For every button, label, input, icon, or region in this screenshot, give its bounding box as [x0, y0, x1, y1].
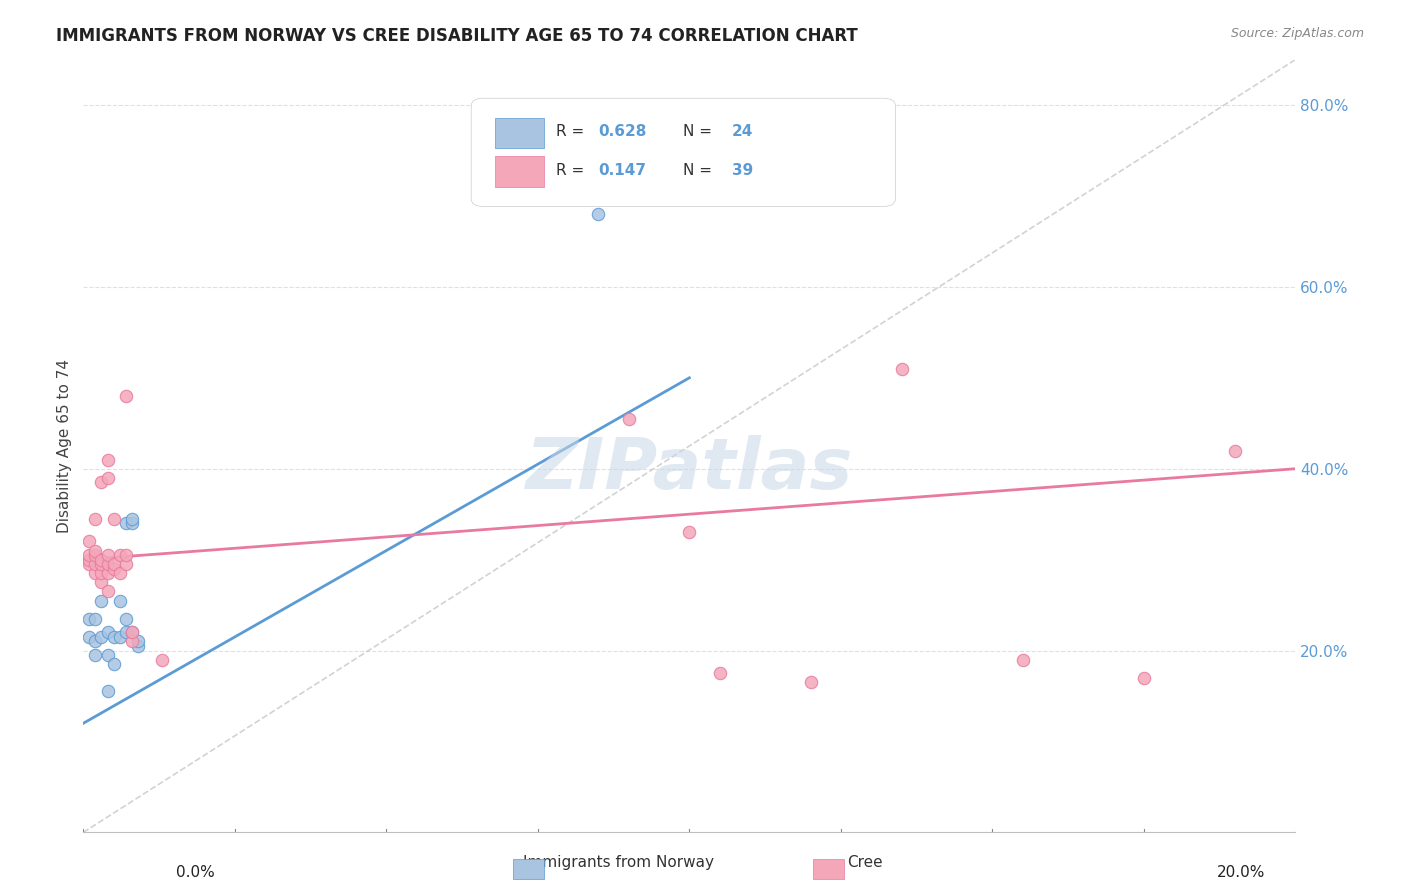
Text: 0.147: 0.147	[599, 162, 647, 178]
FancyBboxPatch shape	[495, 118, 544, 148]
Point	[96, 648, 118, 662]
Y-axis label: Disability Age 65 to 74: Disability Age 65 to 74	[58, 359, 72, 533]
Point	[96, 452, 118, 467]
Point	[103, 630, 125, 644]
Point	[90, 575, 112, 590]
Point	[79, 630, 101, 644]
Point	[127, 639, 149, 653]
Point	[96, 566, 118, 581]
Point	[79, 552, 101, 566]
Point	[84, 648, 107, 662]
Point	[114, 516, 136, 531]
Point	[103, 562, 125, 576]
Point	[96, 548, 118, 562]
Point	[121, 625, 143, 640]
Text: 20.0%: 20.0%	[1218, 865, 1265, 880]
Point	[103, 657, 125, 672]
Point	[800, 675, 823, 690]
Point	[114, 389, 136, 403]
Point	[617, 411, 640, 425]
Point	[108, 566, 131, 581]
Text: 0.0%: 0.0%	[176, 865, 215, 880]
Point	[84, 612, 107, 626]
Text: Immigrants from Norway: Immigrants from Norway	[523, 855, 714, 870]
Point	[114, 558, 136, 572]
Text: N =: N =	[683, 124, 717, 139]
Point	[84, 548, 107, 562]
Point	[114, 548, 136, 562]
Point	[90, 552, 112, 566]
Point	[79, 534, 101, 549]
Point	[127, 634, 149, 648]
Point	[121, 512, 143, 526]
Point	[84, 634, 107, 648]
Text: IMMIGRANTS FROM NORWAY VS CREE DISABILITY AGE 65 TO 74 CORRELATION CHART: IMMIGRANTS FROM NORWAY VS CREE DISABILIT…	[56, 27, 858, 45]
Point	[588, 207, 610, 221]
Text: Cree: Cree	[846, 855, 883, 870]
Point	[90, 593, 112, 607]
Point	[114, 612, 136, 626]
Point	[84, 558, 107, 572]
Point	[121, 625, 143, 640]
Point	[79, 612, 101, 626]
Text: R =: R =	[555, 124, 589, 139]
Text: Source: ZipAtlas.com: Source: ZipAtlas.com	[1230, 27, 1364, 40]
Point	[150, 653, 173, 667]
Point	[79, 548, 101, 562]
Point	[90, 630, 112, 644]
Text: N =: N =	[683, 162, 717, 178]
Point	[79, 558, 101, 572]
Point	[108, 630, 131, 644]
Point	[90, 552, 112, 566]
Point	[108, 593, 131, 607]
Point	[90, 566, 112, 581]
Point	[96, 584, 118, 599]
Point	[90, 558, 112, 572]
Text: ZIPatlas: ZIPatlas	[526, 434, 853, 504]
Point	[1133, 671, 1156, 685]
Point	[96, 684, 118, 698]
Point	[96, 625, 118, 640]
Point	[114, 625, 136, 640]
Point	[84, 543, 107, 558]
Text: 0.628: 0.628	[599, 124, 647, 139]
Point	[84, 566, 107, 581]
Point	[121, 516, 143, 531]
Point	[90, 475, 112, 490]
Point	[96, 471, 118, 485]
Point	[108, 548, 131, 562]
Point	[890, 361, 912, 376]
Point	[96, 558, 118, 572]
Point	[103, 512, 125, 526]
Point	[709, 666, 731, 681]
Point	[84, 512, 107, 526]
Text: R =: R =	[555, 162, 589, 178]
Point	[678, 525, 700, 540]
Text: 24: 24	[731, 124, 754, 139]
FancyBboxPatch shape	[495, 156, 544, 187]
Text: 39: 39	[731, 162, 754, 178]
Point	[1223, 443, 1246, 458]
FancyBboxPatch shape	[471, 98, 896, 206]
Point	[121, 634, 143, 648]
Point	[103, 558, 125, 572]
Point	[1011, 653, 1033, 667]
